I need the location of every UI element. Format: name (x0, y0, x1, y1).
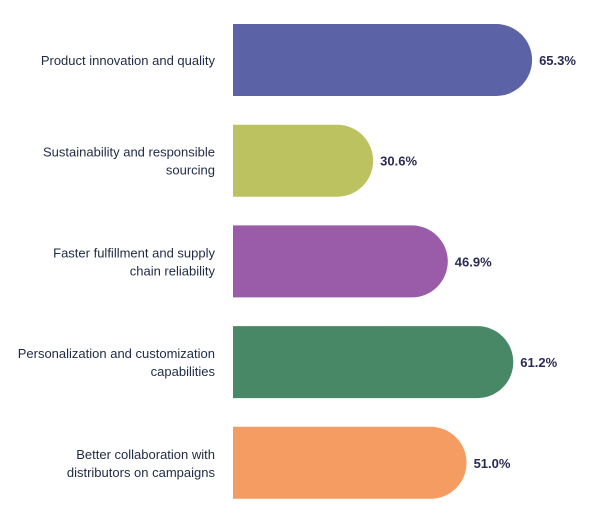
bar-2 (233, 124, 374, 197)
value-label-2: 30.6% (380, 154, 417, 169)
bar-5 (233, 426, 467, 499)
bar-3 (233, 225, 448, 298)
category-label-line: Personalization and customization (18, 346, 215, 361)
category-label-line: sourcing (166, 163, 215, 178)
category-label-3: Faster fulfillment and supply chain relia… (53, 245, 215, 278)
category-label-4: Personalization and customization capabil… (18, 346, 216, 379)
category-label-line: Product innovation and quality (41, 53, 216, 68)
category-label-line: distributors on campaigns (67, 465, 216, 480)
category-label-line: chain reliability (130, 263, 216, 278)
category-label-2: Sustainability and responsible sourcing (43, 145, 215, 178)
bar-4 (233, 326, 514, 399)
category-label-1: Product innovation and quality (41, 53, 216, 68)
value-label-4: 61.2% (520, 355, 557, 370)
value-label-1: 65.3% (539, 53, 576, 68)
bar-1 (233, 24, 533, 96)
value-label-3: 46.9% (455, 254, 492, 269)
category-label-line: capabilities (151, 364, 216, 379)
category-label-line: Faster fulfillment and supply (53, 245, 215, 260)
category-label-5: Better collaboration with distributors on… (67, 447, 216, 480)
category-label-line: Sustainability and responsible (43, 145, 215, 160)
value-label-5: 51.0% (474, 456, 511, 471)
category-label-line: Better collaboration with (76, 447, 215, 462)
